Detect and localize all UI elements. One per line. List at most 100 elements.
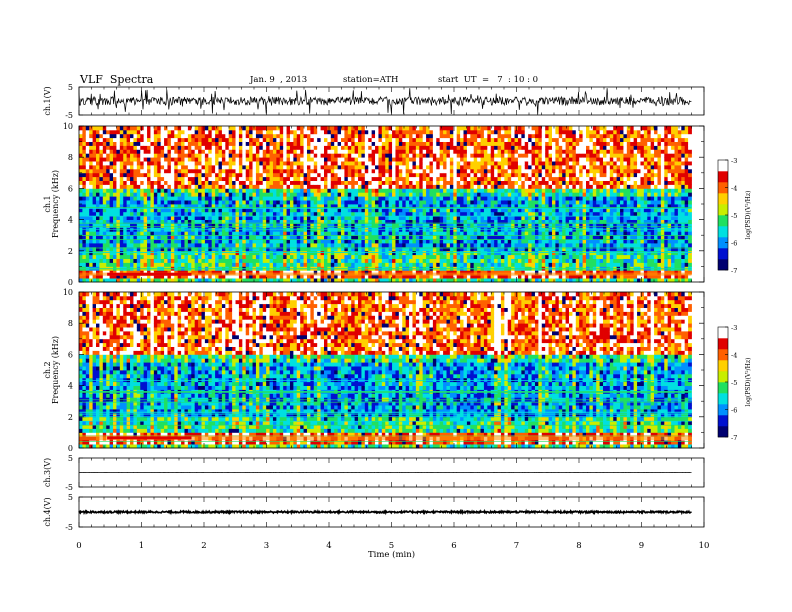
- psd-cell: [249, 168, 253, 174]
- psd-cell: [140, 219, 145, 224]
- psd-cell: [133, 278, 138, 283]
- psd-cell: [204, 231, 209, 236]
- psd-cell: [269, 223, 274, 228]
- psd-cell: [375, 262, 379, 267]
- psd-cell: [361, 137, 366, 142]
- psd-cell: [327, 180, 332, 185]
- psd-cell: [306, 215, 311, 220]
- psd-cell: [385, 274, 390, 279]
- psd-cell: [453, 168, 458, 174]
- psd-cell: [395, 278, 400, 283]
- psd-cell: [443, 235, 447, 240]
- psd-cell: [276, 207, 281, 213]
- psd-cell: [126, 246, 131, 252]
- psd-cell: [398, 235, 403, 240]
- psd-cell: [276, 274, 281, 279]
- psd-cell: [255, 196, 260, 201]
- psd-cell: [225, 223, 230, 228]
- psd-cell: [334, 243, 339, 248]
- psd-cell: [109, 250, 114, 256]
- psd-cell: [439, 161, 444, 166]
- psd-cell: [113, 145, 117, 150]
- psd-cell: [184, 145, 189, 150]
- psd-cell: [160, 278, 165, 283]
- psd-cell: [194, 133, 199, 139]
- psd-cell: [354, 258, 359, 263]
- psd-cell: [388, 196, 393, 201]
- psd-cell: [300, 204, 304, 209]
- psd-cell: [439, 258, 444, 263]
- psd-cell: [252, 192, 257, 197]
- psd-cell: [89, 219, 94, 224]
- psd-cell: [310, 172, 315, 178]
- psd-cell: [167, 184, 172, 189]
- psd-cell: [262, 200, 267, 205]
- psd-cell: [381, 176, 386, 181]
- psd-cell: [313, 192, 318, 197]
- psd-cell: [341, 274, 345, 279]
- psd-cell: [497, 274, 502, 279]
- psd-cell: [249, 129, 253, 135]
- psd-cell: [327, 168, 332, 174]
- psd-cell: [398, 129, 403, 135]
- psd-cell: [198, 145, 202, 150]
- psd-cell: [334, 141, 339, 146]
- psd-cell: [364, 188, 369, 193]
- psd-cell: [412, 262, 417, 267]
- psd-cell: [167, 168, 172, 174]
- psd-cell: [286, 239, 291, 244]
- psd-cell: [286, 145, 291, 150]
- psd-cell: [351, 161, 356, 166]
- psd-cell: [167, 219, 172, 224]
- psd-cell: [218, 204, 223, 209]
- psd-cell: [449, 258, 454, 263]
- psd-cell: [470, 168, 475, 174]
- psd-cell: [150, 180, 155, 185]
- psd-cell: [354, 172, 359, 178]
- psd-cell: [218, 231, 223, 236]
- psd-cell: [296, 223, 301, 228]
- psd-cell: [174, 168, 179, 174]
- psd-cell: [143, 219, 148, 224]
- psd-cell: [221, 153, 226, 158]
- psd-cell: [456, 133, 461, 139]
- psd-cell: [490, 137, 495, 142]
- psd-cell: [198, 172, 202, 178]
- psd-cell: [136, 176, 141, 181]
- psd-cell: [177, 141, 182, 146]
- psd-cell: [225, 219, 230, 224]
- psd-cell: [249, 192, 253, 197]
- psd-cell: [456, 223, 461, 228]
- psd-cell: [392, 239, 396, 244]
- psd-cell: [276, 254, 281, 259]
- psd-cell: [262, 184, 267, 189]
- psd-cell: [164, 188, 168, 193]
- psd-cell: [283, 239, 287, 244]
- psd-cell: [181, 270, 185, 275]
- psd-cell: [490, 196, 495, 201]
- psd-cell: [249, 254, 253, 259]
- psd-cell: [306, 204, 311, 209]
- psd-cell: [398, 153, 403, 158]
- psd-cell: [198, 223, 202, 228]
- psd-cell: [334, 258, 339, 263]
- psd-cell: [375, 129, 379, 135]
- psd-cell: [306, 165, 311, 170]
- psd-cell: [286, 254, 291, 259]
- psd-cell: [150, 172, 155, 178]
- psd-cell: [198, 153, 202, 158]
- psd-cell: [358, 145, 362, 150]
- psd-cell: [361, 215, 366, 220]
- psd-cell: [432, 165, 437, 170]
- psd-cell: [164, 274, 168, 279]
- psd-cell: [96, 145, 100, 150]
- psd-cell: [266, 204, 270, 209]
- psd-cell: [174, 188, 179, 193]
- psd-cell: [242, 250, 247, 256]
- psd-cell: [262, 126, 267, 131]
- psd-cell: [255, 258, 260, 263]
- psd-cell: [303, 192, 308, 197]
- psd-cell: [334, 145, 339, 150]
- psd-cell: [269, 165, 274, 170]
- psd-cell: [170, 172, 175, 178]
